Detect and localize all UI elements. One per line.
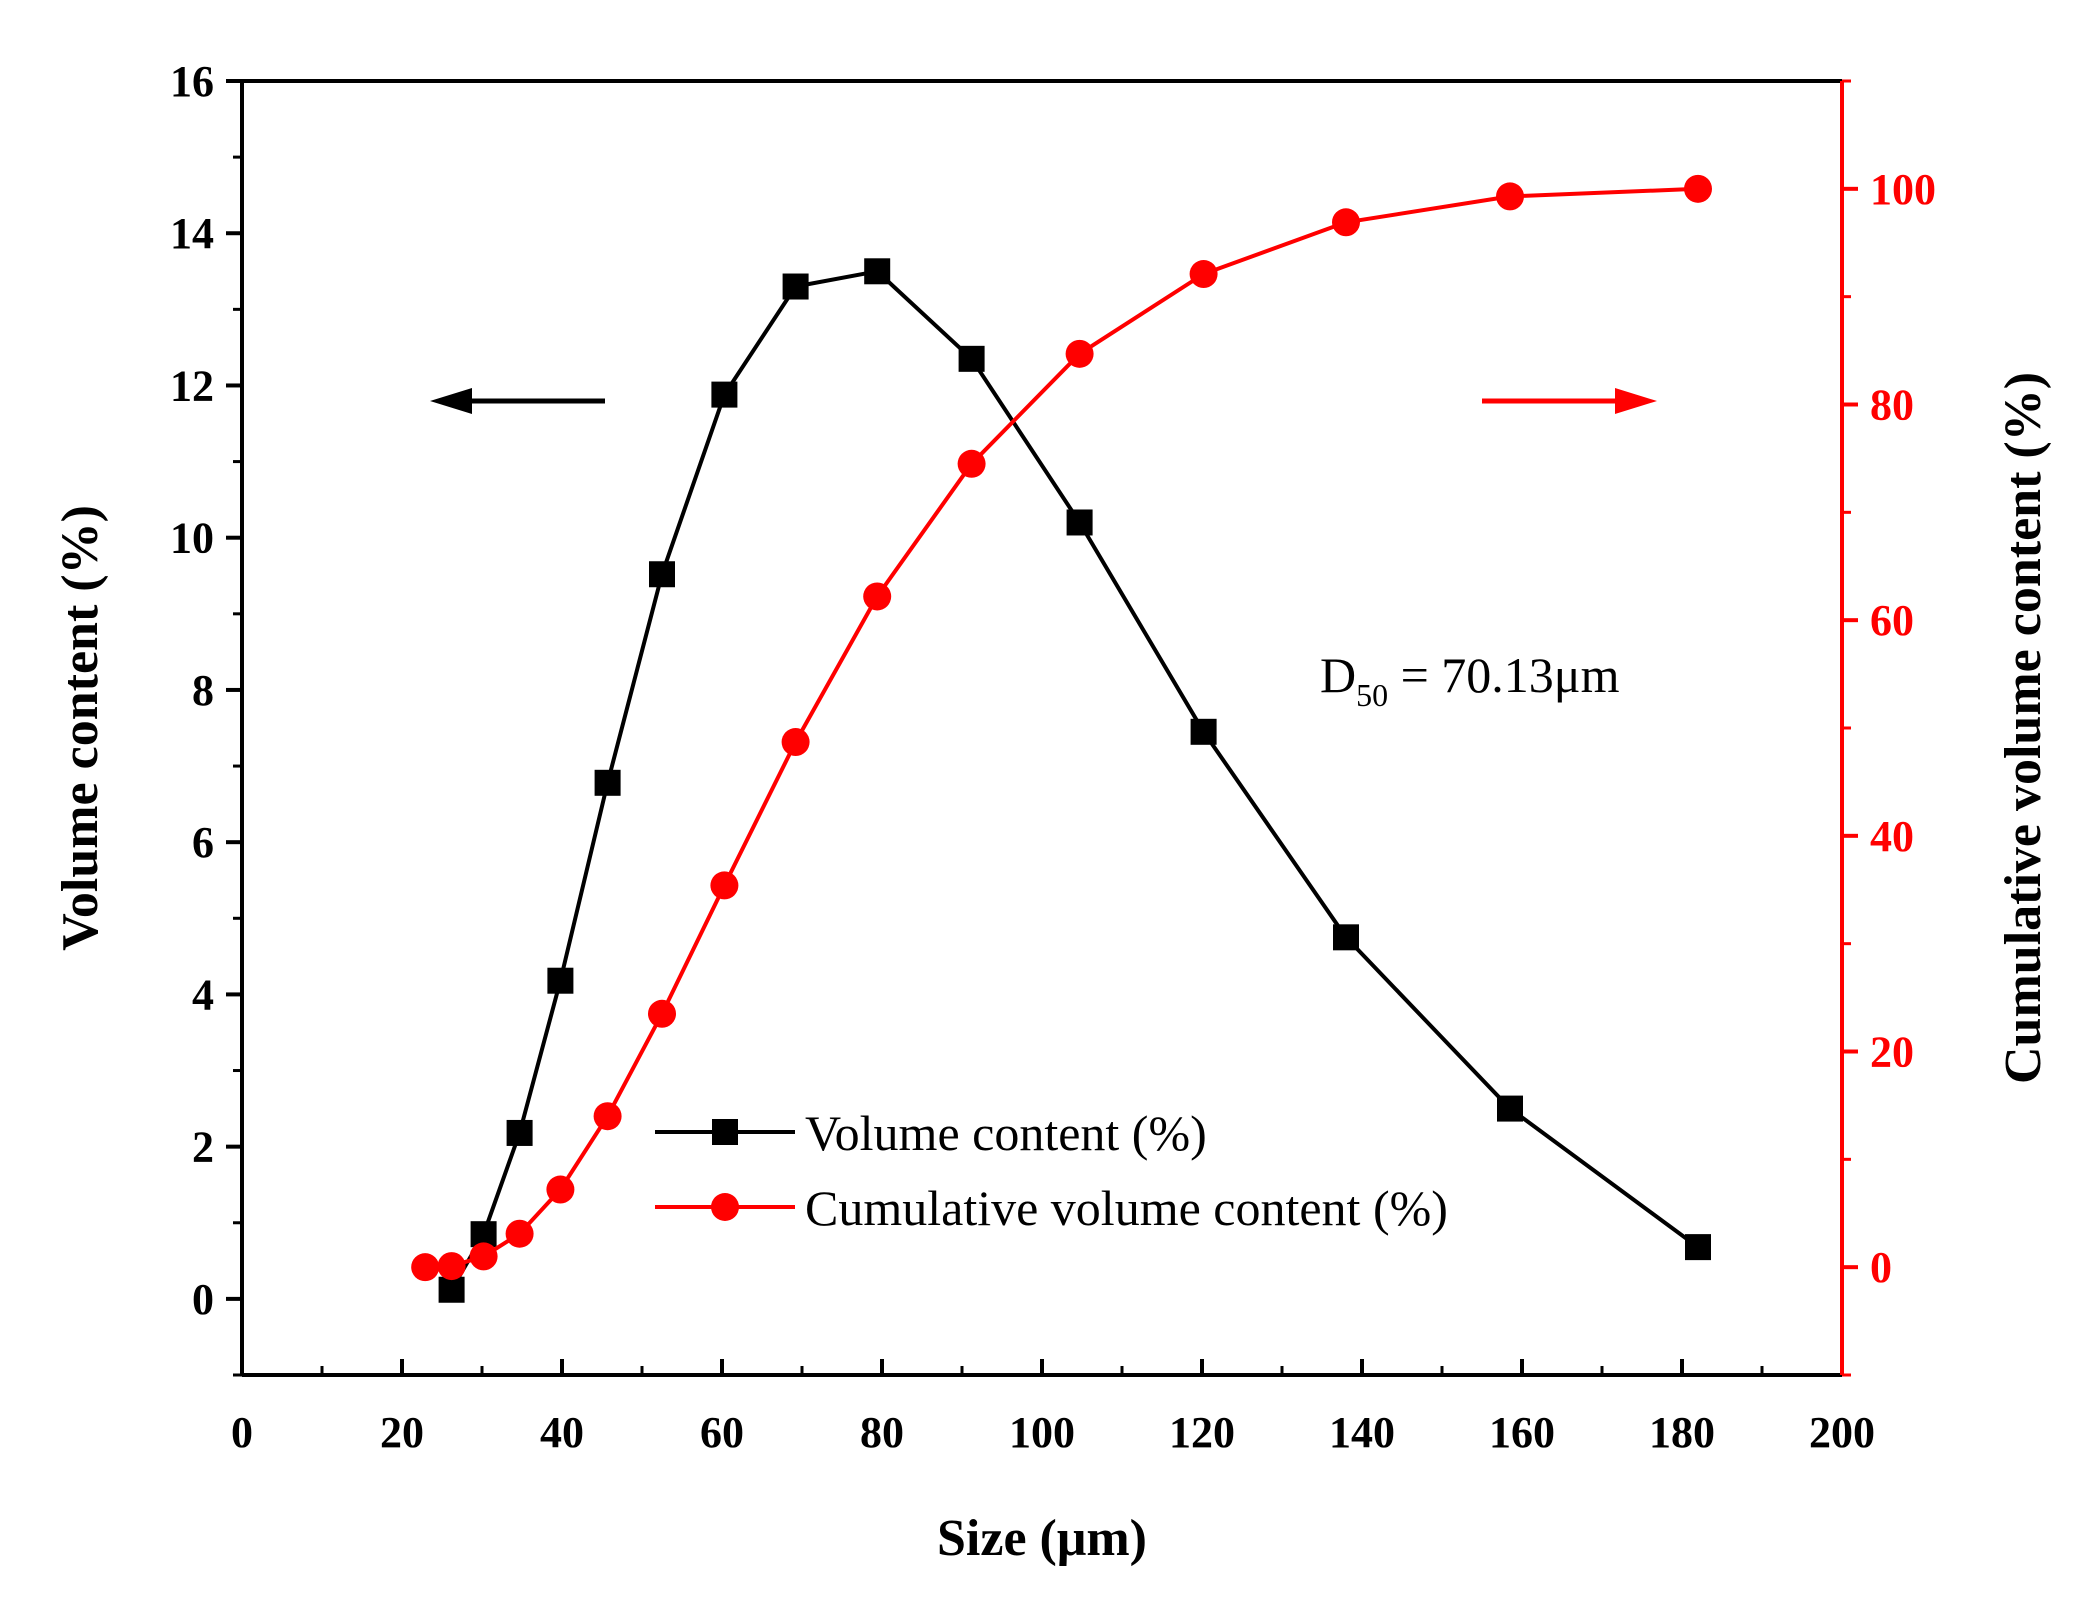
d50-value: = 70.13μm [1388, 647, 1620, 703]
legend-item-cumulative: Cumulative volume content (%) [655, 1180, 1448, 1236]
data-point-volume [649, 561, 675, 588]
x-tick-label: 0 [231, 1408, 253, 1457]
data-point-cumulative [505, 1219, 534, 1248]
data-point-volume [438, 1276, 465, 1303]
data-point-cumulative [1684, 174, 1712, 203]
x-tick-label: 100 [1009, 1408, 1075, 1457]
y-axis-ticks: 0 2 4 6 8 10 12 14 16 [170, 57, 242, 1377]
y-tick-label: 16 [170, 57, 214, 106]
y2-tick-label: 100 [1870, 165, 1936, 214]
y-tick-label: 4 [192, 970, 214, 1019]
y-tick-label: 2 [192, 1123, 214, 1172]
data-point-volume [506, 1119, 533, 1146]
y2-tick-label: 40 [1870, 812, 1914, 861]
x-axis-title: Size (μm) [937, 1510, 1147, 1567]
y2-axis-title: Cumulative volume content (%) [1995, 372, 2052, 1084]
data-point-volume [547, 967, 574, 994]
y-tick-label: 14 [170, 209, 214, 258]
y-tick-label: 12 [170, 361, 214, 410]
data-point-volume [958, 345, 985, 372]
y2-tick-label: 80 [1870, 381, 1914, 430]
data-point-volume [1497, 1095, 1523, 1122]
right-arrow-icon [1482, 388, 1657, 414]
data-point-volume [782, 273, 809, 300]
data-point-volume [594, 769, 621, 796]
data-point-cumulative [1189, 260, 1218, 289]
legend-marker-square [712, 1119, 738, 1145]
data-point-cumulative [957, 449, 986, 478]
y2-tick-label: 60 [1870, 596, 1914, 645]
y-tick-label: 8 [192, 666, 214, 715]
legend: Volume content (%) Cumulative volume con… [655, 1105, 1448, 1236]
data-point-volume [1190, 718, 1217, 745]
y2-tick-label: 20 [1870, 1028, 1914, 1077]
data-point-volume [1685, 1234, 1711, 1261]
x-tick-label: 20 [380, 1408, 424, 1457]
data-point-volume [711, 381, 738, 408]
x-tick-label: 180 [1649, 1408, 1715, 1457]
y2-tick-label: 0 [1870, 1243, 1892, 1292]
data-point-cumulative [593, 1102, 622, 1131]
data-point-cumulative [710, 871, 739, 900]
series-layer [411, 174, 1712, 1303]
data-point-cumulative [1332, 208, 1360, 237]
y-tick-label: 10 [170, 514, 214, 563]
x-tick-label: 80 [860, 1408, 904, 1457]
x-tick-label: 120 [1169, 1408, 1235, 1457]
y-axis-title: Volume content (%) [52, 505, 109, 951]
x-tick-label: 160 [1489, 1408, 1555, 1457]
data-point-cumulative [781, 728, 810, 757]
data-point-volume [864, 258, 891, 285]
legend-marker-circle [711, 1193, 739, 1221]
data-point-cumulative [546, 1175, 575, 1204]
x-tick-label: 60 [700, 1408, 744, 1457]
data-point-cumulative [863, 582, 892, 611]
d50-prefix: D [1320, 647, 1356, 703]
data-point-cumulative [411, 1253, 440, 1282]
data-point-cumulative [469, 1242, 498, 1271]
left-arrow-icon [430, 388, 605, 414]
y2-axis-ticks: 0 20 40 60 80 100 [1842, 79, 1936, 1377]
legend-item-volume: Volume content (%) [655, 1105, 1207, 1161]
series-line-1 [425, 186, 1699, 1270]
legend-label-volume: Volume content (%) [805, 1105, 1207, 1161]
legend-label-cumulative: Cumulative volume content (%) [805, 1180, 1448, 1236]
y-tick-label: 0 [192, 1275, 214, 1324]
data-point-cumulative [1065, 339, 1094, 368]
x-tick-label: 200 [1809, 1408, 1875, 1457]
d50-annotation: D50 = 70.13μm [1320, 647, 1620, 713]
data-point-cumulative [648, 999, 676, 1028]
x-tick-label: 40 [540, 1408, 584, 1457]
y-tick-label: 6 [192, 818, 214, 867]
data-point-cumulative [1496, 182, 1524, 211]
data-point-cumulative [437, 1252, 466, 1281]
x-tick-label: 140 [1329, 1408, 1395, 1457]
data-point-volume [1333, 924, 1359, 951]
d50-subscript: 50 [1356, 677, 1388, 713]
data-point-volume [1066, 509, 1093, 536]
